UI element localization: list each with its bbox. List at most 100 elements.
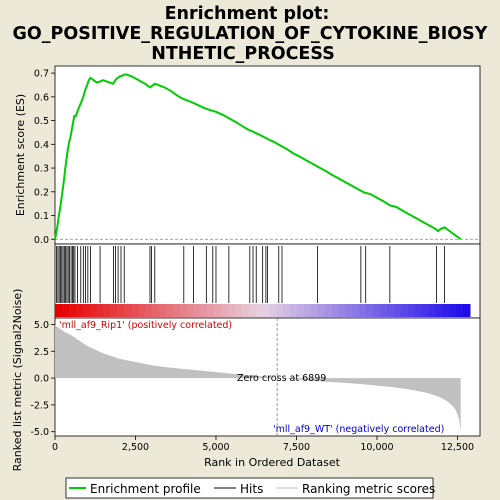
legend-hits-label: Hits	[240, 482, 263, 496]
color-bar-segment	[310, 304, 319, 317]
es-y-tick-label: 0.2	[34, 187, 49, 198]
color-bar-segment	[387, 304, 395, 317]
enrichment-profile-line	[54, 73, 462, 241]
x-tick-label: 5,000	[202, 442, 229, 453]
es-y-tick-label: 0.3	[34, 164, 49, 175]
metric-y-tick-label: -5.0	[30, 427, 49, 438]
color-bar-segment	[207, 304, 215, 317]
color-bar-segment	[442, 304, 450, 317]
legend-frame	[65, 477, 434, 499]
color-bar-segment	[96, 304, 104, 317]
es-y-tick-label: 0.5	[34, 116, 49, 127]
color-bar-segment	[124, 304, 132, 317]
metric-y-tick-label: 0.0	[34, 374, 49, 385]
color-bar-segment	[366, 304, 374, 317]
x-axis: 0 2,500 5,000 7,500 10,000 12,500	[52, 436, 474, 453]
es-y-axis-label: Enrichment score (ES)	[14, 94, 27, 216]
x-tick-label: 10,000	[360, 442, 393, 453]
color-bar-segment	[352, 304, 360, 317]
color-bar-segment	[449, 304, 457, 317]
plot-title-line3: NTHETIC_PROCESS	[151, 44, 335, 64]
color-bar-segment	[179, 304, 187, 317]
color-bar-segment	[214, 304, 222, 317]
color-bar-segment	[428, 304, 436, 317]
color-bar-segment	[103, 304, 111, 317]
legend-metric-label: Ranking metric scores	[302, 482, 435, 496]
color-bar-segment	[283, 304, 291, 317]
color-bar-segment	[463, 304, 471, 317]
color-bar-segment	[345, 304, 353, 317]
ranking-metric-area	[55, 324, 461, 432]
color-bar-segment	[373, 304, 381, 317]
color-bar-segment	[193, 304, 201, 317]
color-bar-segment	[138, 304, 146, 317]
color-bar-segment	[317, 304, 326, 317]
color-bar-segment	[158, 304, 167, 317]
color-bar-segment	[227, 304, 236, 317]
x-tick-label: 7,500	[283, 442, 310, 453]
color-bar-segment	[407, 304, 416, 317]
x-tick-label: 2,500	[122, 442, 149, 453]
color-bar-segment	[290, 304, 298, 317]
color-bar-segment	[393, 304, 402, 317]
negative-correlation-label: 'mll_af9_WT' (negatively correlated)	[273, 424, 444, 435]
plot-title-line1: Enrichment plot:	[165, 4, 330, 24]
es-y-tick-label: 0.1	[34, 211, 49, 222]
metric-y-tick-label: 2.5	[34, 347, 49, 358]
color-bar-segment	[304, 304, 312, 317]
color-bar-segment	[82, 304, 91, 317]
color-bar-segment	[89, 304, 97, 317]
color-bar-segment	[331, 304, 340, 317]
ranking-color-bar	[55, 304, 471, 317]
color-bar-segment	[255, 304, 263, 317]
color-bar-segment	[262, 304, 270, 317]
color-bar-segment	[55, 304, 63, 317]
color-bar-segment	[234, 304, 243, 317]
es-y-axis: 0.0 0.1 0.2 0.3 0.4 0.5 0.6 0.7	[34, 69, 55, 246]
color-bar-segment	[200, 304, 208, 317]
color-bar-segment	[456, 304, 464, 317]
metric-y-tick-label: 5.0	[34, 320, 49, 331]
hits-markers	[56, 246, 445, 303]
color-bar-segment	[165, 304, 174, 317]
color-bar-segment	[68, 304, 77, 317]
es-y-tick-label: 0.6	[34, 92, 49, 103]
es-y-tick-label: 0.4	[34, 140, 49, 151]
color-bar-segment	[110, 304, 118, 317]
color-bar-segment	[269, 304, 277, 317]
color-bar-segment	[248, 304, 257, 317]
metric-y-axis: 5.0 2.5 0.0 -2.5 -5.0	[30, 320, 55, 438]
metric-y-tick-label: -2.5	[30, 400, 49, 411]
legend-enrichment-label: Enrichment profile	[90, 482, 201, 496]
x-tick-label: 0	[52, 442, 58, 453]
es-y-tick-label: 0.0	[34, 235, 49, 246]
zero-cross-label: Zero cross at 6899	[237, 373, 326, 384]
color-bar-segment	[435, 304, 443, 317]
color-bar-segment	[75, 304, 84, 317]
color-bar-segment	[61, 304, 70, 317]
color-bar-segment	[380, 304, 388, 317]
color-bar-segment	[338, 304, 346, 317]
plot-title-line2: GO_POSITIVE_REGULATION_OF_CYTOKINE_BIOSY	[13, 24, 488, 44]
color-bar-segment	[144, 304, 153, 317]
x-axis-label: Rank in Ordered Dataset	[204, 456, 341, 469]
x-tick-label: 12,500	[441, 442, 474, 453]
color-bar-segment	[276, 304, 284, 317]
metric-y-axis-label: Ranked list metric (Signal2Noise)	[11, 289, 24, 472]
color-bar-segment	[151, 304, 160, 317]
color-bar-segment	[117, 304, 125, 317]
color-bar-segment	[297, 304, 305, 317]
color-bar-segment	[414, 304, 423, 317]
positive-correlation-label: 'mll_af9_Rip1' (positively correlated)	[59, 320, 232, 331]
color-bar-segment	[186, 304, 194, 317]
color-bar-segment	[172, 304, 180, 317]
color-bar-segment	[421, 304, 429, 317]
color-bar-segment	[221, 304, 229, 317]
legend: Enrichment profile Hits Ranking metric s…	[65, 477, 435, 499]
color-bar-segment	[400, 304, 409, 317]
color-bar-segment	[359, 304, 367, 317]
color-bar-segment	[241, 304, 250, 317]
color-bar-segment	[131, 304, 139, 317]
es-y-tick-label: 0.7	[34, 69, 49, 80]
